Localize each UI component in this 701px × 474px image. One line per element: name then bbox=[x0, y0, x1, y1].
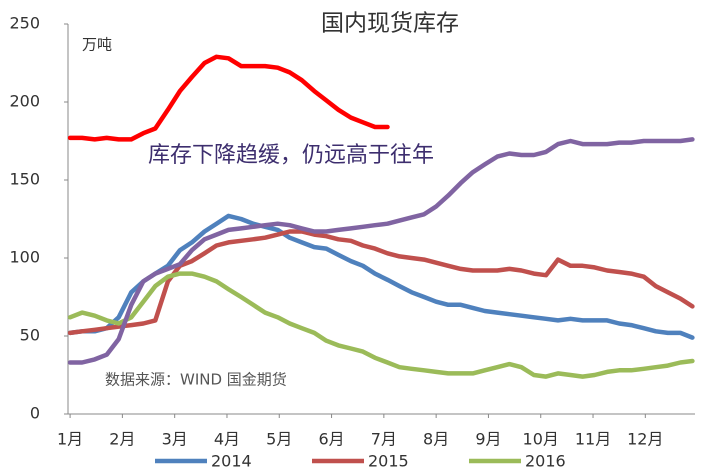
unit-label: 万吨 bbox=[82, 36, 112, 54]
x-tick-label: 8月 bbox=[423, 430, 449, 449]
chart-title: 国内现货库存 bbox=[321, 11, 459, 37]
series-line bbox=[67, 54, 390, 142]
y-tick-label: 150 bbox=[9, 170, 40, 189]
x-tick-label: 7月 bbox=[371, 430, 397, 449]
series-line bbox=[67, 271, 695, 379]
y-tick-label: 250 bbox=[9, 14, 40, 33]
x-tick-label: 9月 bbox=[475, 430, 501, 449]
y-tick-label: 200 bbox=[9, 92, 40, 111]
x-tick-label: 6月 bbox=[318, 430, 344, 449]
x-tick-label: 2月 bbox=[109, 430, 135, 449]
x-tick-label: 1月 bbox=[57, 430, 83, 449]
y-tick-label: 100 bbox=[9, 248, 40, 267]
series-line bbox=[67, 213, 695, 340]
y-tick-label: 50 bbox=[20, 326, 40, 345]
x-tick-label: 4月 bbox=[214, 430, 240, 449]
x-tick-label: 11月 bbox=[575, 430, 611, 449]
x-tick-label: 10月 bbox=[523, 430, 559, 449]
series-line bbox=[67, 137, 695, 365]
legend-label: 2015 bbox=[368, 452, 409, 471]
annotation: 库存下降趋缓，仍远高于往年 bbox=[148, 143, 434, 168]
legend-label: 2014 bbox=[211, 452, 252, 471]
x-tick-label: 3月 bbox=[162, 430, 188, 449]
x-tick-label: 12月 bbox=[627, 430, 663, 449]
x-tick-label: 5月 bbox=[266, 430, 292, 449]
source-note: 数据来源：WIND 国金期货 bbox=[105, 371, 287, 389]
legend-label: 2016 bbox=[525, 452, 566, 471]
y-tick-label: 0 bbox=[30, 404, 40, 423]
